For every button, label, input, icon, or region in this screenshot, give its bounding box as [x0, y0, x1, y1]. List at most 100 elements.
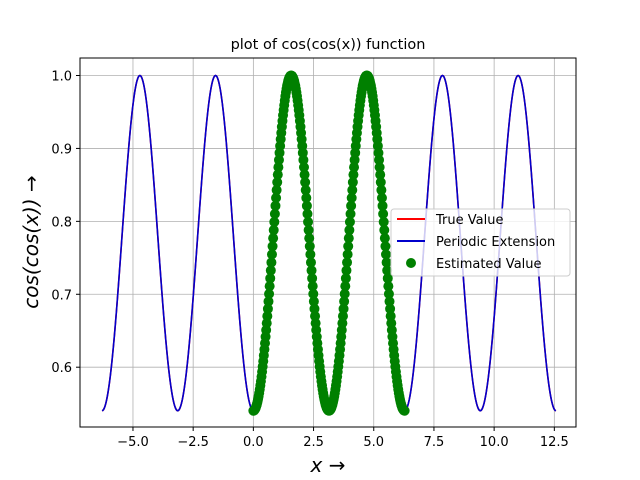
legend: True Value Periodic Extension Estimated … — [390, 208, 571, 277]
estimated-value-point — [265, 273, 276, 284]
x-tick-label: −2.5 — [177, 435, 209, 450]
legend-label-true-value: True Value — [435, 213, 503, 228]
estimated-value-point — [269, 208, 280, 219]
estimated-value-point — [264, 281, 275, 292]
estimated-value-point — [378, 216, 389, 227]
estimated-value-point — [270, 200, 281, 211]
estimated-value-point — [383, 281, 394, 292]
estimated-value-point — [384, 296, 395, 307]
estimated-value-point — [303, 216, 314, 227]
legend-label-periodic-extension: Periodic Extension — [436, 235, 555, 250]
legend-swatch-estimated-value — [406, 258, 416, 268]
estimated-value-point — [305, 249, 316, 260]
estimated-value-point — [271, 192, 282, 203]
estimated-value-point — [340, 273, 351, 284]
estimated-value-point — [343, 241, 354, 252]
estimated-value-point — [269, 216, 280, 227]
estimated-value-point — [307, 273, 318, 284]
estimated-value-point — [337, 311, 348, 322]
estimated-value-point — [262, 311, 273, 322]
estimated-value-point — [344, 216, 355, 227]
estimated-value-point — [300, 177, 311, 188]
legend-label-estimated-value: Estimated Value — [436, 257, 542, 272]
x-tick-label: 2.5 — [303, 435, 324, 450]
estimated-value-point — [383, 288, 394, 299]
estimated-value-point — [303, 225, 314, 236]
estimated-value-point — [308, 296, 319, 307]
estimated-value-point — [339, 288, 350, 299]
estimated-value-point — [268, 225, 279, 236]
estimated-value-point — [380, 241, 391, 252]
estimated-value-point — [304, 233, 315, 244]
estimated-value-point — [385, 303, 396, 314]
y-tick-label: 1.0 — [51, 70, 72, 85]
estimated-value-point — [338, 303, 349, 314]
estimated-value-point — [272, 169, 283, 180]
plot-content — [101, 70, 557, 416]
x-tick-label: 0.0 — [243, 435, 264, 450]
estimated-value-point — [377, 200, 388, 211]
estimated-value-point — [300, 185, 311, 196]
estimated-value-point — [374, 162, 385, 173]
x-tick-label: 12.5 — [540, 435, 569, 450]
axis-ticks: −5.0 −2.5 0.0 2.5 5.0 7.5 10.0 12.5 0.6 0.7 0.8 0.9… — [51, 70, 568, 450]
estimated-value-point — [272, 177, 283, 188]
y-tick-label: 0.9 — [51, 142, 72, 157]
estimated-value-point — [308, 288, 319, 299]
estimated-value-point — [266, 257, 277, 268]
y-tick-label: 0.6 — [51, 361, 72, 376]
plot-frame — [79, 57, 577, 428]
estimated-value-point — [271, 185, 282, 196]
estimated-value-point — [302, 208, 313, 219]
estimated-value-point — [340, 281, 351, 292]
y-tick-label: 0.8 — [51, 215, 72, 230]
estimated-value-point — [267, 241, 278, 252]
estimated-value-point — [376, 192, 387, 203]
y-axis-label: cos(cos(x)) → — [19, 175, 43, 308]
estimated-value-point — [304, 241, 315, 252]
estimated-value-point — [348, 169, 359, 180]
estimated-value-point — [382, 273, 393, 284]
estimated-value-point — [374, 154, 385, 165]
estimated-value-point — [265, 265, 276, 276]
estimated-value-point — [273, 162, 284, 173]
estimated-value-point — [376, 185, 387, 196]
estimated-value-point — [375, 177, 386, 188]
estimated-value-point — [263, 296, 274, 307]
estimated-value-point — [346, 192, 357, 203]
estimated-value-point — [346, 200, 357, 211]
estimated-value-point — [342, 257, 353, 268]
estimated-value-point — [382, 265, 393, 276]
estimated-value-point — [343, 233, 354, 244]
x-tick-label: 10.0 — [480, 435, 509, 450]
estimated-value-point — [341, 265, 352, 276]
estimated-value-point — [381, 257, 392, 268]
estimated-value-point — [309, 303, 320, 314]
estimated-value-point — [298, 154, 309, 165]
legend-box — [390, 208, 571, 277]
estimated-value-point — [301, 192, 312, 203]
x-axis-label: x → — [310, 453, 346, 477]
estimated-value-point — [299, 169, 310, 180]
estimated-value-point — [266, 249, 277, 260]
estimated-value-point — [342, 249, 353, 260]
chart-title: plot of cos(cos(x)) function — [231, 37, 426, 53]
estimated-value-point — [375, 169, 386, 180]
estimated-value-point — [262, 303, 273, 314]
x-tick-label: 5.0 — [363, 435, 384, 450]
estimated-value-point — [298, 162, 309, 173]
estimated-value-point — [347, 177, 358, 188]
estimated-value-point — [379, 233, 390, 244]
x-tick-label: 7.5 — [424, 435, 445, 450]
estimated-value-point — [349, 162, 360, 173]
estimated-value-point — [345, 208, 356, 219]
estimated-value-point — [268, 233, 279, 244]
estimated-value-point — [264, 288, 275, 299]
estimated-value-point — [378, 208, 389, 219]
estimated-value-point — [399, 405, 410, 416]
y-tick-label: 0.7 — [51, 288, 72, 303]
estimated-value-point — [339, 296, 350, 307]
estimated-value-point — [379, 225, 390, 236]
estimated-value-point — [347, 185, 358, 196]
